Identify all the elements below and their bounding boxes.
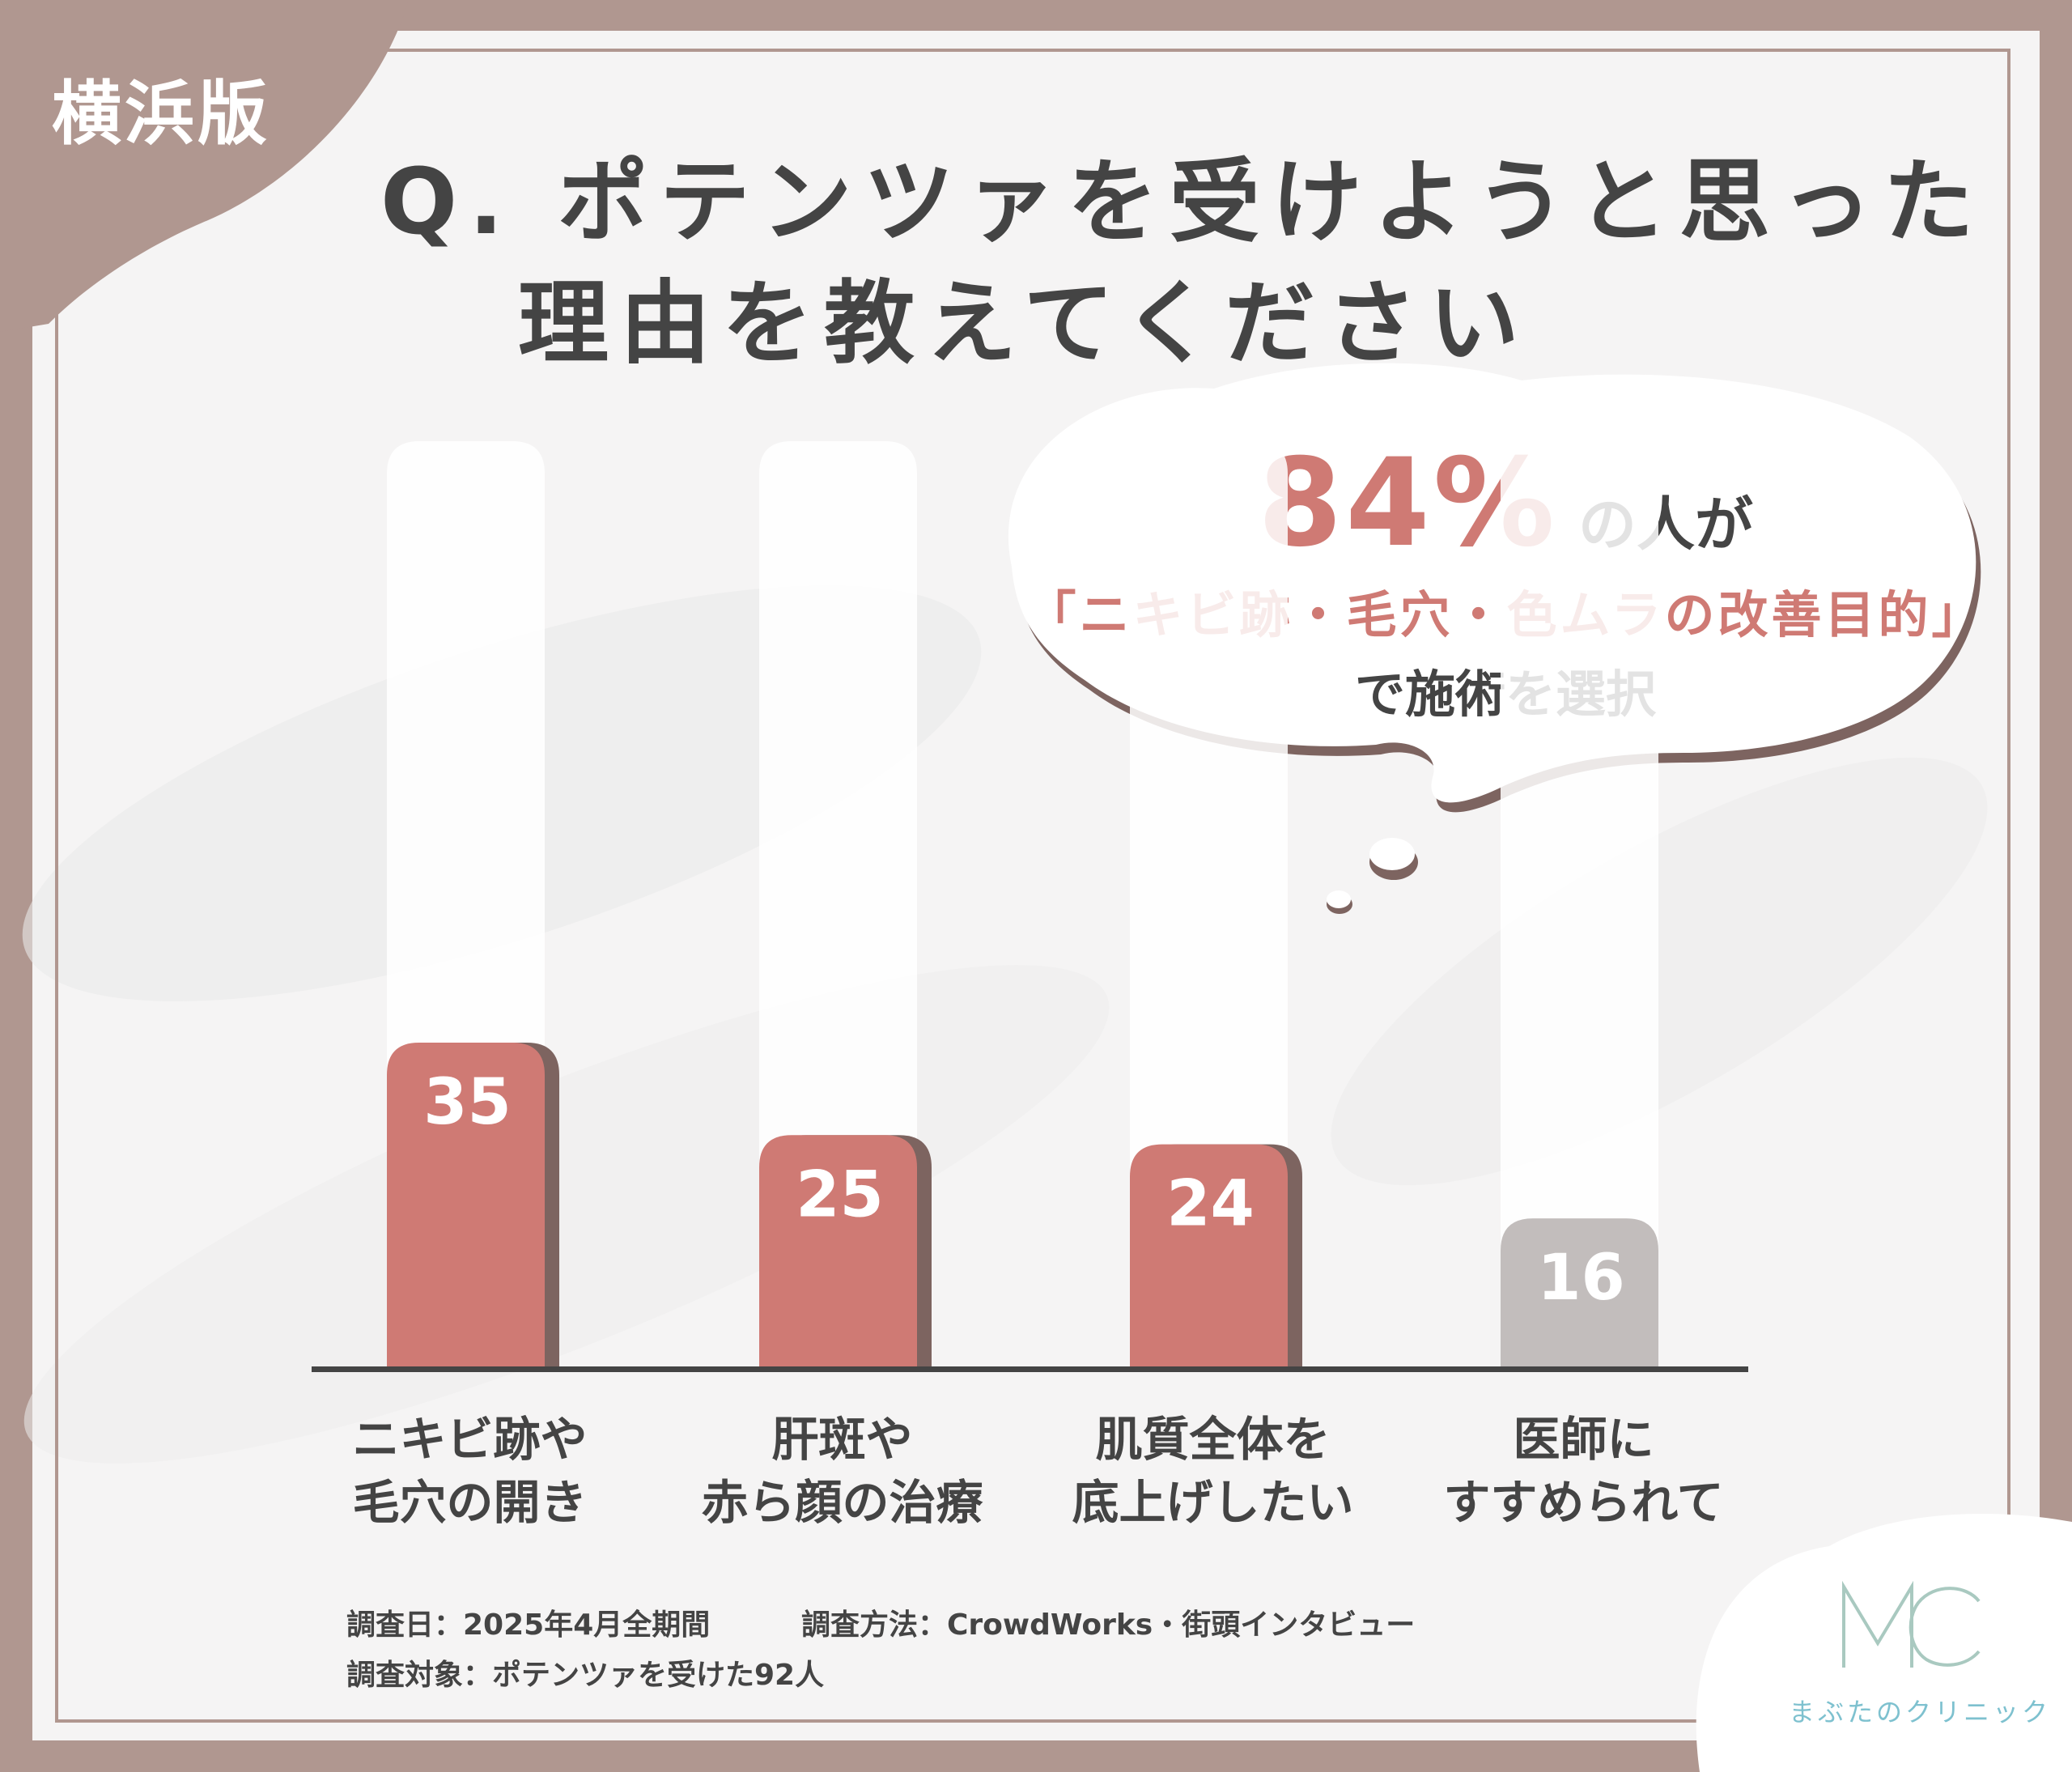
corner-badge <box>0 0 409 332</box>
category-label: 医師に <box>1513 1412 1654 1467</box>
category-label: 毛穴の開き <box>352 1475 587 1530</box>
category-label: 赤ら顔の治療 <box>701 1475 983 1530</box>
survey-target: 調査対象：ポテンツァを受けた92人 <box>346 1659 825 1692</box>
x-axis-line <box>312 1366 1748 1372</box>
bar <box>1130 1144 1288 1366</box>
bar-value-label: 35 <box>423 1066 512 1139</box>
inner-border <box>55 49 2010 1723</box>
survey-date: 調査日：2025年4月全期間 <box>346 1608 711 1642</box>
page-title: Q. ポテンツァを受けようと思った 理由を教えてください <box>380 142 1985 385</box>
bar <box>387 1042 545 1366</box>
logo-name: まぶたのクリニック <box>1789 1697 2052 1727</box>
category-label: 肌質全体を <box>1095 1412 1330 1467</box>
logo-mark <box>1842 1580 1981 1668</box>
bar-value-label: 16 <box>1537 1242 1625 1315</box>
bar-value-label: 24 <box>1166 1168 1255 1241</box>
bar-track <box>1130 441 1288 1366</box>
category-label: 肝斑や <box>771 1412 912 1467</box>
title-line-2: 理由を教えてください <box>518 271 1531 376</box>
bar-track <box>1501 441 1658 1366</box>
category-label: すすめられて <box>1443 1475 1723 1530</box>
category-label: ニキビ跡や <box>352 1412 587 1467</box>
survey-method: 調査方法：CrowdWorks・街頭インタビュー <box>801 1608 1416 1642</box>
bar <box>759 1135 917 1366</box>
bar <box>1501 1218 1658 1366</box>
category-label: 底上げしたい <box>1072 1475 1353 1530</box>
bar-value-label: 25 <box>796 1158 884 1231</box>
title-line-1: Q. ポテンツァを受けようと思った <box>380 150 1985 255</box>
region-tag: 横浜版 <box>52 74 270 155</box>
